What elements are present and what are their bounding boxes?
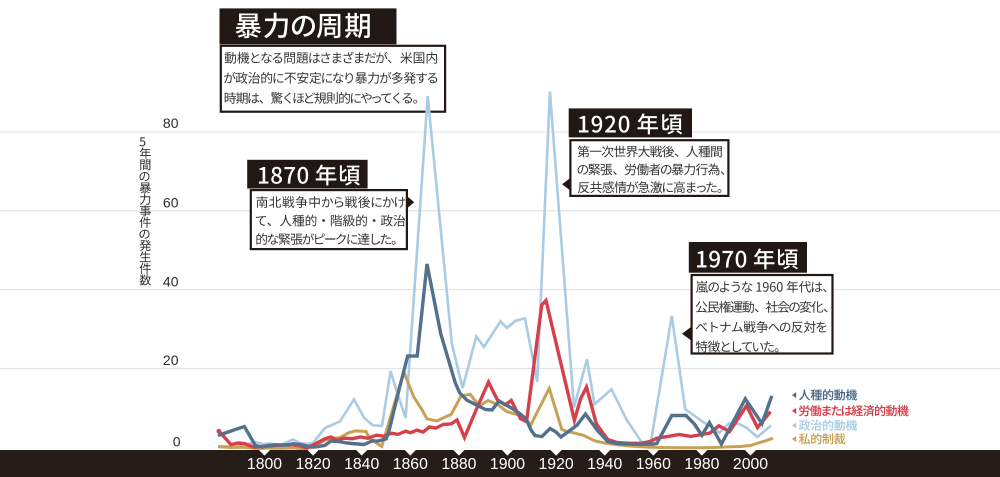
svg-text:0: 0 <box>173 433 181 449</box>
svg-text:1880: 1880 <box>441 456 476 473</box>
svg-text:40: 40 <box>163 273 179 289</box>
svg-text:1940: 1940 <box>587 456 622 473</box>
svg-text:1980: 1980 <box>684 456 719 473</box>
svg-text:1840: 1840 <box>344 456 379 473</box>
svg-text:1860: 1860 <box>393 456 428 473</box>
svg-text:1900: 1900 <box>490 456 525 473</box>
svg-text:80: 80 <box>163 115 179 131</box>
svg-text:60: 60 <box>163 195 179 211</box>
svg-text:1800: 1800 <box>247 456 282 473</box>
svg-text:2000: 2000 <box>733 456 768 473</box>
svg-text:1920: 1920 <box>539 456 574 473</box>
svg-text:1820: 1820 <box>296 456 331 473</box>
svg-text:20: 20 <box>163 352 179 368</box>
svg-text:1960: 1960 <box>636 456 671 473</box>
